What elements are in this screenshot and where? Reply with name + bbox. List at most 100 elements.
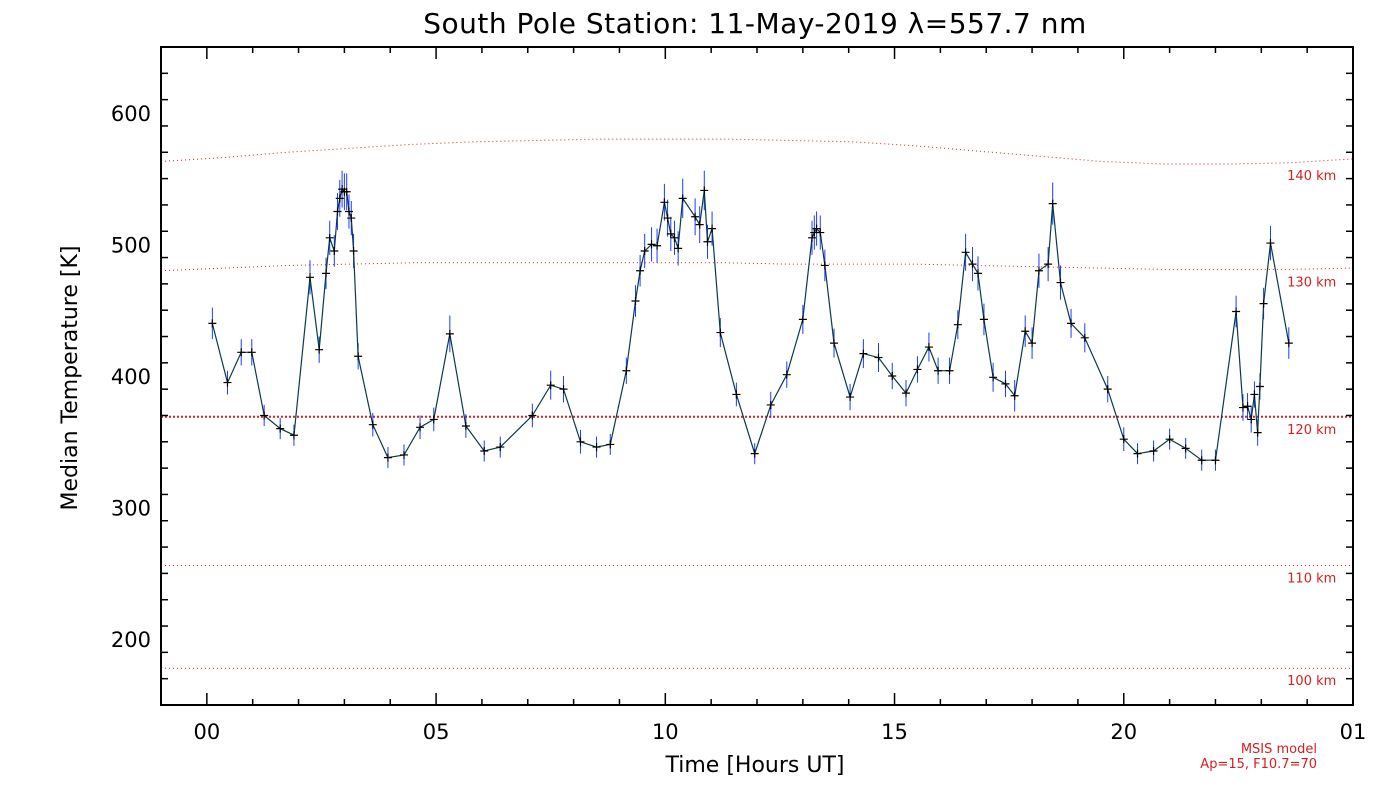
reference-lines: 140 km 130 km 120 km 110 km 100 km [160,138,1354,689]
data-point [1250,390,1259,399]
data-point [1044,260,1053,269]
data-point [368,420,377,429]
data-point [1284,339,1293,348]
data-point [766,400,775,409]
data-point [333,207,342,216]
data-point [647,240,656,249]
data-point [678,194,687,203]
data-point [344,207,353,216]
y-tick-label: 300 [111,497,151,521]
data-point [349,246,358,255]
data-point [1247,415,1256,424]
data-point [335,194,344,203]
data-point [306,273,314,282]
data-point [703,237,712,246]
data-point [716,328,725,337]
data-point [445,329,454,338]
data-point [208,319,217,328]
data-point [961,248,970,257]
data-point [913,365,922,374]
data-point [1259,299,1268,308]
data-point [816,228,825,237]
y-tick-label: 400 [111,365,151,389]
data-point [1266,239,1275,248]
data-point [1001,379,1010,388]
data-point [315,345,324,354]
data-point [399,450,408,459]
data-point [636,266,645,275]
data-point [934,366,943,375]
data-point [1197,456,1206,465]
data-point [276,424,285,433]
reference-line-140-km [160,138,1354,165]
data-point [798,315,807,324]
data-point [924,343,933,352]
reference-label: 120 km [1287,423,1336,438]
data-point [782,370,791,379]
data-point [1080,333,1089,342]
data-point [660,198,669,207]
data-point [546,381,555,390]
data-point [330,246,339,255]
data-point [973,269,982,278]
plot-frame [160,46,1354,706]
data-point [429,415,438,424]
data-point [576,437,585,446]
data-point [559,385,568,394]
data-point [979,315,988,324]
data-point [1034,266,1043,275]
data-point [354,352,363,361]
data-point [1103,385,1112,394]
data-point [1010,391,1019,400]
data-point [1165,435,1174,444]
data-point [247,348,256,357]
data-point [461,422,470,431]
data-point [708,224,717,233]
data-point [1048,199,1057,208]
data-point [968,260,977,269]
data-point [874,353,883,362]
x-tick-label: 20 [1110,720,1137,744]
data-point [496,443,505,452]
data-point [989,373,998,382]
data-point [1211,456,1220,465]
reference-label: 140 km [1287,169,1336,184]
data-point [289,431,298,440]
data-point [691,212,700,221]
data-point [223,378,232,387]
data-point [695,220,704,229]
data-point [846,393,855,402]
data-point [653,241,662,250]
data-point [1021,327,1030,336]
data-point [700,186,709,195]
data-point [325,233,334,242]
data-point [347,214,356,223]
data-point [1149,447,1158,456]
data-point [260,411,269,420]
data-point [902,389,910,398]
data-point [1232,307,1241,316]
data-point [592,443,601,452]
data-point [830,339,839,348]
data-point [820,261,829,270]
data-point [622,366,631,375]
y-tick-label: 500 [111,233,151,257]
msis-params-note: Ap=15, F10.7=70 [1200,757,1317,772]
data-point [1119,435,1128,444]
data-point [1133,449,1142,458]
reference-line-130-km [160,262,1354,272]
data-point [640,246,649,255]
data-point [1181,444,1190,453]
data-point [674,244,683,253]
x-axis-label: Time [Hours UT] [665,753,845,778]
data-point [859,349,868,358]
x-tick-label: 05 [423,720,450,744]
data-point [1238,403,1247,412]
data-point [663,214,672,223]
data-point [1253,428,1262,437]
data-point [237,348,246,357]
data-point [342,187,351,196]
y-axis-label: Median Temperature [K] [58,246,83,511]
data-point [1056,278,1065,287]
